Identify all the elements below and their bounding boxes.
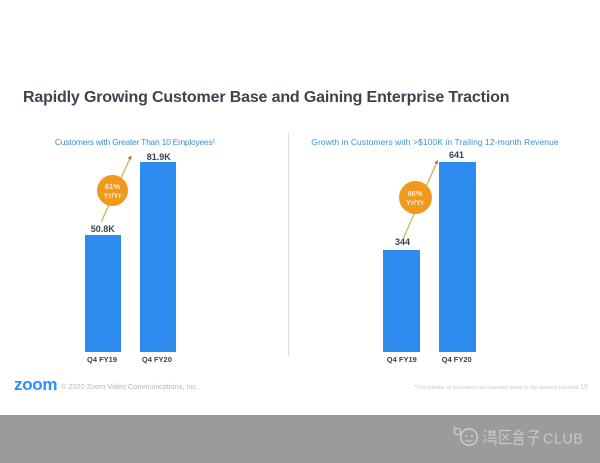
svg-text:CLUB: CLUB xyxy=(543,432,583,447)
